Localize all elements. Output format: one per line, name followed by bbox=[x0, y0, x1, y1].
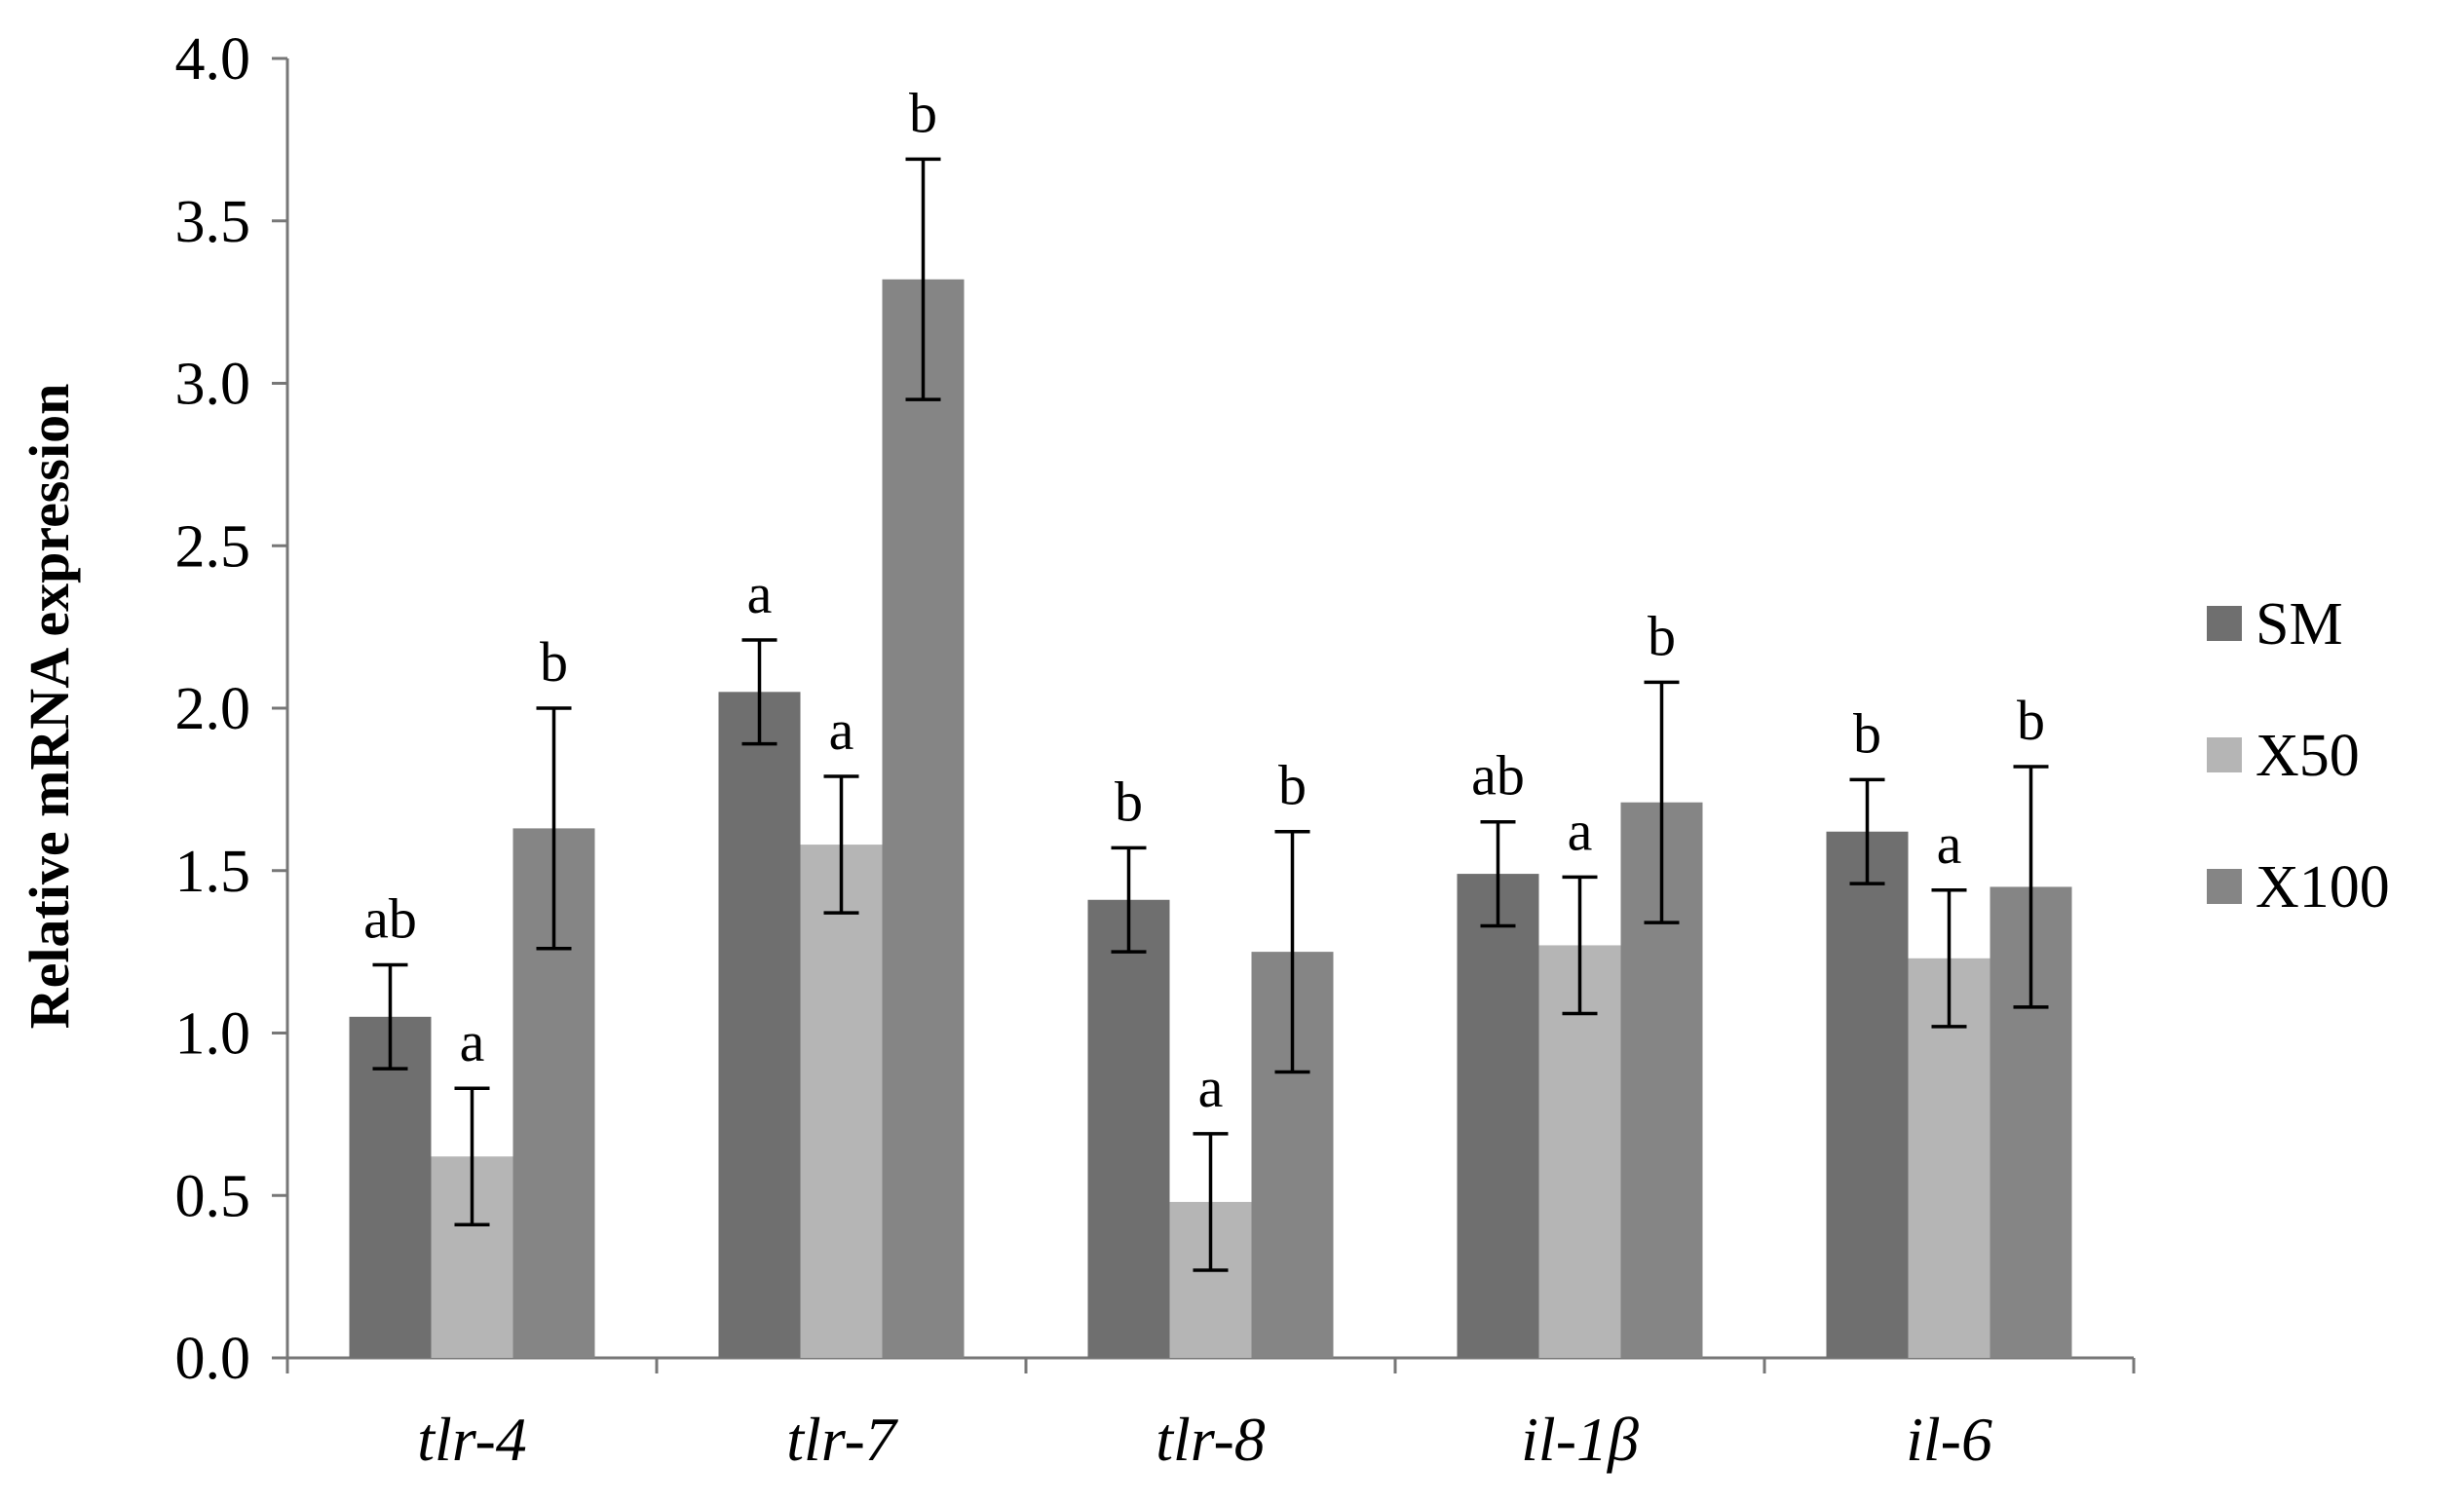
legend-swatch bbox=[2207, 606, 2242, 641]
y-tick-label: 3.0 bbox=[175, 352, 251, 418]
y-tick-label: 0.0 bbox=[175, 1326, 251, 1392]
bar bbox=[1087, 899, 1170, 1358]
x-tick-label: il-1β bbox=[1521, 1405, 1639, 1474]
bar bbox=[718, 692, 801, 1358]
significance-label: ab bbox=[1471, 744, 1525, 808]
significance-label: b bbox=[1278, 754, 1307, 817]
x-tick-label: tlr-8 bbox=[1156, 1405, 1266, 1474]
y-tick-label: 3.5 bbox=[175, 189, 251, 255]
significance-label: b bbox=[1853, 701, 1881, 765]
bar bbox=[1826, 831, 1909, 1358]
y-tick-label: 1.5 bbox=[175, 839, 251, 905]
significance-label: a bbox=[747, 562, 773, 625]
x-tick-label: il-6 bbox=[1906, 1405, 1992, 1474]
x-tick-label: tlr-4 bbox=[417, 1405, 527, 1474]
significance-label: a bbox=[1937, 812, 1962, 876]
x-tick-label: tlr-7 bbox=[786, 1405, 899, 1474]
legend-swatch bbox=[2207, 737, 2242, 772]
y-tick-label: 1.0 bbox=[175, 1001, 251, 1068]
significance-label: ab bbox=[363, 886, 417, 950]
y-tick-label: 0.5 bbox=[175, 1163, 251, 1229]
significance-label: b bbox=[909, 81, 937, 144]
significance-label: b bbox=[540, 630, 568, 694]
y-tick-label: 4.0 bbox=[175, 26, 251, 93]
significance-label: b bbox=[2017, 689, 2045, 752]
bar bbox=[882, 279, 965, 1358]
plot-area: 0.00.51.01.52.02.53.03.54.0ababtlr-4aabt… bbox=[175, 26, 2136, 1474]
y-tick-label: 2.5 bbox=[175, 513, 251, 580]
y-axis-label: Relative mRNA expression bbox=[18, 384, 81, 1030]
significance-label: a bbox=[1198, 1056, 1224, 1119]
legend: SM X50 X100 bbox=[2207, 591, 2390, 921]
legend-label: SM bbox=[2256, 591, 2343, 658]
legend-label: X50 bbox=[2256, 723, 2360, 789]
significance-label: a bbox=[460, 1010, 485, 1073]
significance-label: b bbox=[1648, 604, 1676, 667]
legend-label: X100 bbox=[2256, 854, 2390, 921]
significance-label: a bbox=[1568, 799, 1593, 862]
legend-swatch bbox=[2207, 869, 2242, 904]
y-tick-label: 2.0 bbox=[175, 676, 251, 742]
bar bbox=[800, 845, 883, 1358]
bar bbox=[349, 1016, 432, 1358]
significance-label: a bbox=[829, 698, 854, 762]
significance-label: b bbox=[1115, 770, 1143, 833]
bar bbox=[1457, 874, 1539, 1358]
